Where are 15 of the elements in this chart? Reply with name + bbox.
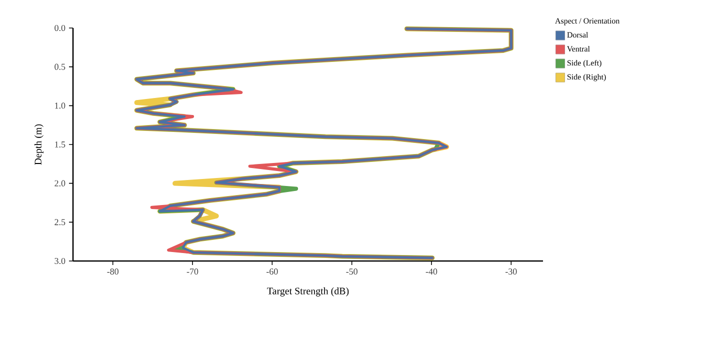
y-tick-label: 0.5 [54, 64, 66, 70]
y-tick-label: 1.5 [55, 141, 66, 148]
x-tick-label: -50 [346, 268, 358, 275]
x-tick-label: -40 [426, 268, 438, 275]
y-tick-label: 3.0 [54, 258, 66, 264]
y-tick-label: 2.0 [54, 180, 66, 186]
y-axis-title: Depth (m) [34, 124, 44, 165]
x-tick-label: -30 [505, 268, 517, 275]
y-tick-label: 0.0 [54, 24, 66, 32]
x-tick-label: -70 [186, 268, 198, 275]
x-tick-label: -80 [107, 268, 118, 275]
y-tick-label: 2.5 [54, 219, 66, 226]
x-tick-label: -60 [266, 268, 278, 275]
y-tick-label: 1.0 [55, 102, 66, 109]
x-axis-title: Target Strength (dB) [267, 287, 349, 296]
